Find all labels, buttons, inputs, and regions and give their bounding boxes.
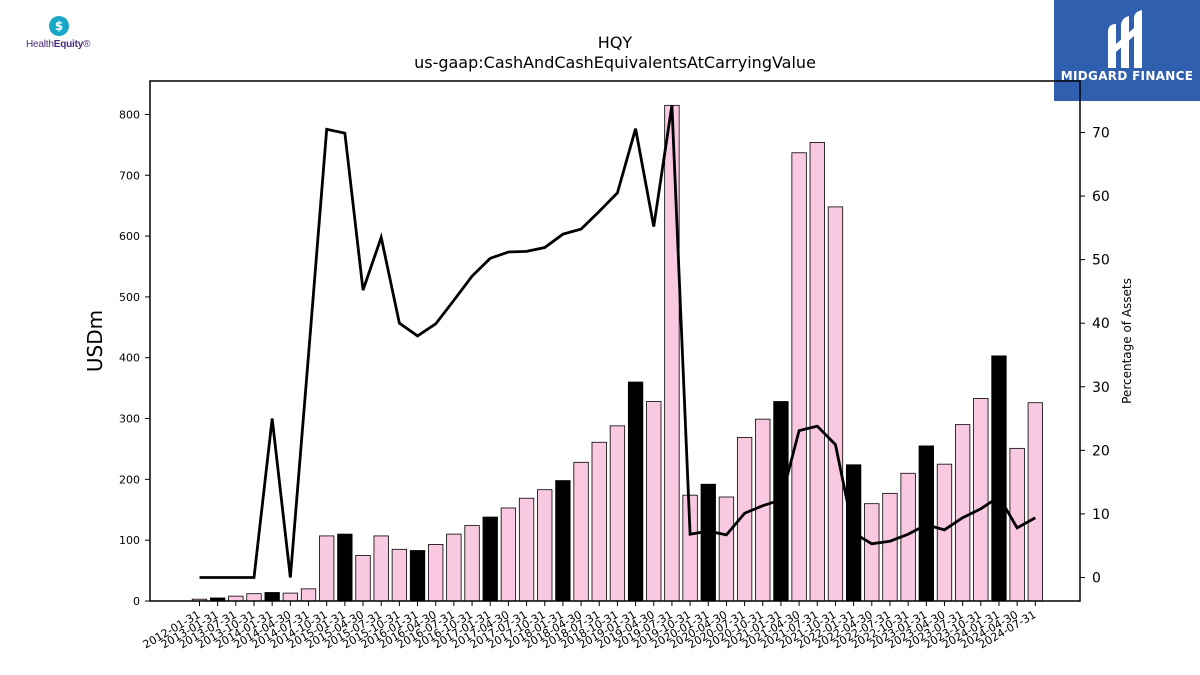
wordmark-trademark: ®	[83, 39, 91, 50]
y2-tick-label: 60	[1092, 189, 1110, 205]
wordmark-regular: Health	[26, 39, 54, 50]
bar	[664, 104, 680, 602]
line-path	[199, 104, 1037, 579]
y2-tick-label: 10	[1092, 507, 1110, 523]
bar	[573, 461, 589, 602]
bar	[755, 418, 771, 602]
bar	[1027, 402, 1043, 602]
y2-axis-label: Percentage of Assets	[1120, 278, 1134, 404]
bar	[646, 401, 662, 602]
bar	[591, 441, 607, 602]
y-tick-label: 800	[119, 108, 140, 121]
bar	[991, 355, 1007, 602]
bar	[864, 503, 880, 602]
bar	[264, 592, 280, 602]
y2-tick-label: 0	[1092, 570, 1101, 586]
axes: 0 100 200 300 400 500 600 700 800 0 10 20 30 40 50 60 70…	[119, 80, 1110, 651]
bar	[882, 492, 898, 602]
healthequity-wordmark: HealthEquity®	[26, 39, 90, 50]
y2-tick-label: 30	[1092, 380, 1110, 396]
y-tick-label: 200	[119, 473, 140, 486]
y2-tick-label: 70	[1092, 125, 1110, 141]
bar	[373, 535, 389, 602]
y-tick-label: 600	[119, 230, 140, 243]
y-tick-label: 100	[119, 534, 140, 547]
y-tick-label: 700	[119, 169, 140, 182]
bar	[954, 424, 971, 602]
bar	[537, 489, 553, 602]
midgard-finance-logo: MIDGARD FINANCE	[1054, 0, 1200, 101]
y2-tick-label: 20	[1092, 443, 1110, 459]
bar	[464, 525, 480, 602]
bar	[700, 483, 716, 602]
bar	[936, 463, 953, 602]
bar	[337, 533, 353, 602]
y-tick-label: 0	[133, 595, 140, 608]
y-tick-label: 400	[119, 352, 140, 365]
bar	[627, 381, 644, 602]
y-tick-label: 300	[119, 413, 140, 426]
bar-series	[191, 104, 1043, 602]
bar	[246, 593, 262, 602]
bar	[391, 548, 408, 602]
chart-title: HQY	[598, 33, 633, 52]
bar	[355, 554, 371, 602]
y-axis-label: USDm	[83, 310, 107, 372]
y-tick-label: 500	[119, 291, 140, 304]
y2-tick-label: 50	[1092, 253, 1110, 269]
line-series	[199, 104, 1037, 579]
plot-frame	[149, 80, 1081, 602]
bar	[791, 152, 807, 602]
chart-subtitle: us-gaap:CashAndCashEquivalentsAtCarrying…	[414, 53, 816, 72]
midgard-finance-name: MIDGARD FINANCE	[1060, 69, 1194, 83]
bar	[500, 507, 517, 602]
bar	[609, 425, 626, 602]
bar	[282, 592, 299, 602]
bar	[482, 516, 498, 602]
y2-tick-label: 40	[1092, 316, 1110, 332]
bar	[409, 550, 426, 602]
bar	[428, 544, 444, 602]
bar	[319, 535, 335, 602]
bar	[518, 497, 535, 602]
midgard-m-icon	[1108, 10, 1142, 68]
bar	[446, 533, 462, 602]
dollar-drop-icon: $	[49, 16, 69, 36]
bar	[300, 588, 317, 602]
bar	[809, 142, 825, 602]
healthequity-logo: $ HealthEquity®	[26, 14, 96, 54]
wordmark-bold: Equity	[53, 39, 84, 50]
bar	[718, 496, 735, 602]
bar	[555, 480, 571, 602]
bar	[973, 398, 989, 602]
bar	[827, 206, 844, 602]
